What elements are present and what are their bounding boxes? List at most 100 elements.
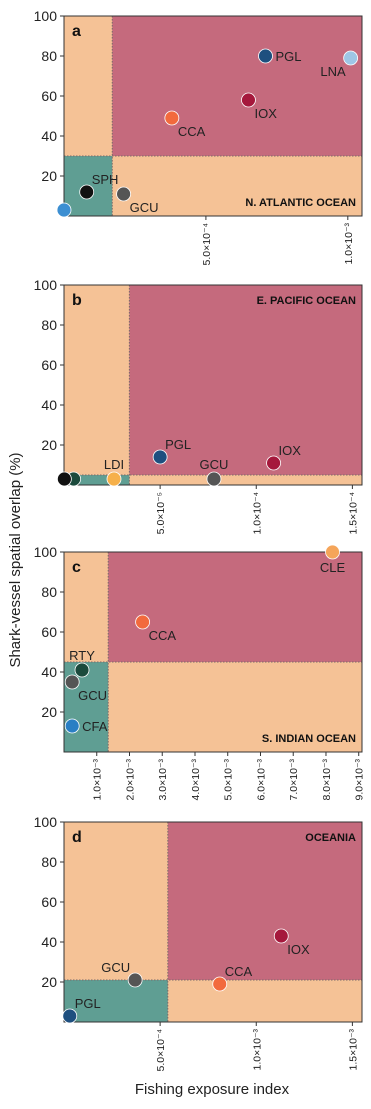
y-tick-label: 80	[41, 854, 57, 870]
y-tick-label: 80	[41, 584, 57, 600]
y-tick-label: 60	[41, 894, 57, 910]
x-tick-label: 5.0×10⁻⁴	[201, 223, 213, 265]
region-label: E. PACIFIC OCEAN	[257, 295, 356, 307]
x-tick-label: 1.5×10⁻⁴	[347, 492, 359, 534]
y-tick-label: 20	[41, 437, 57, 453]
point-label: CCA	[178, 124, 206, 139]
x-tick-label: 1.0×10⁻³	[92, 759, 104, 801]
region-label: N. ATLANTIC OCEAN	[245, 197, 356, 209]
data-point	[164, 110, 180, 126]
panel-letter: c	[72, 559, 81, 576]
data-point	[258, 48, 273, 64]
panel-d: 20 40 60 80 100 5.0×10⁻⁴ 1.0×10⁻³ 1.5×10⁻³ d OCEA…	[34, 814, 363, 1071]
y-tick-label: 100	[34, 544, 58, 560]
x-tick-label: 1.0×10⁻³	[251, 1029, 263, 1071]
y-tick-label: 60	[41, 88, 57, 104]
y-tick-label: 40	[41, 128, 57, 144]
panel-c: 20 40 60 80 100 1.0×10⁻³ 2.0×10⁻³ 3.0×10⁻³ 4.0×1…	[34, 544, 366, 800]
quadrant-low-low	[64, 475, 130, 485]
y-tick-label: 80	[41, 317, 57, 333]
x-tick-label: 7.0×10⁻³	[288, 759, 300, 801]
data-point	[74, 662, 90, 678]
x-tick-label: 1.0×10⁻³	[343, 223, 355, 265]
data-point	[343, 50, 359, 66]
y-tick-label: 40	[41, 664, 57, 680]
panel-letter: d	[72, 829, 82, 846]
y-tick-label: 100	[34, 277, 58, 293]
x-tick-label: 1.0×10⁻⁴	[251, 492, 263, 534]
y-tick-label: 60	[41, 357, 57, 373]
data-point	[212, 976, 228, 992]
y-tick-label: 60	[41, 624, 57, 640]
x-tick-label: 1.5×10⁻³	[347, 1029, 359, 1071]
y-axis-title: Shark-vessel spatial overlap (%)	[7, 452, 24, 667]
data-point	[116, 186, 131, 202]
plot-frame	[63, 821, 363, 1023]
point-label: GCU	[130, 200, 159, 215]
y-tick-label: 40	[41, 397, 57, 413]
point-label: GCU	[78, 688, 107, 703]
point-label: CCA	[225, 964, 253, 979]
point-label: IOX	[254, 106, 277, 121]
point-label: PGL	[165, 437, 191, 452]
x-tick-label: 5.0×10⁻⁵	[155, 492, 167, 534]
quadrant-high-high	[108, 552, 362, 662]
y-tick-label: 40	[41, 934, 57, 950]
data-point	[106, 471, 122, 487]
point-label: IOX	[287, 942, 310, 957]
data-point	[56, 202, 72, 218]
point-label: PGL	[276, 49, 302, 64]
panel-b: 20 40 60 80 100 5.0×10⁻⁵ 1.0×10⁻⁴ 1.5×10⁻⁴ b E. P…	[34, 277, 363, 534]
x-tick-label: 2.0×10⁻³	[124, 759, 136, 801]
y-tick-label: 20	[41, 168, 57, 184]
panel-a: 20 40 60 80 100 5.0×10⁻⁴ 1.0×10⁻³ a N. ATLANTIC …	[34, 8, 363, 265]
quadrant-high-high	[112, 16, 362, 156]
x-axis-title: Fishing exposure index	[135, 1081, 290, 1098]
point-label: CFA	[82, 719, 108, 734]
data-point	[241, 92, 256, 108]
region-label: OCEANIA	[305, 832, 356, 844]
panel-letter: b	[72, 292, 82, 309]
panel-letter: a	[72, 23, 81, 40]
quadrant-high-high	[129, 285, 362, 475]
y-tick-label: 20	[41, 974, 57, 990]
y-tick-label: 100	[34, 814, 58, 830]
plot-frame	[63, 15, 363, 217]
x-tick-label: 3.0×10⁻³	[157, 759, 169, 801]
point-label: GCU	[101, 960, 130, 975]
data-point	[127, 972, 143, 988]
data-point	[64, 674, 80, 690]
quadrant-high-high	[167, 822, 362, 980]
x-tick-label: 5.0×10⁻⁴	[155, 1029, 167, 1071]
data-point	[56, 471, 72, 487]
data-point	[273, 928, 289, 944]
data-point	[79, 184, 95, 200]
point-label: LNA	[320, 64, 346, 79]
point-label: IOX	[279, 443, 302, 458]
region-label: S. INDIAN OCEAN	[262, 733, 356, 745]
point-label: SPH	[92, 172, 119, 187]
data-point	[152, 449, 168, 465]
x-tick-label: 9.0×10⁻³	[354, 759, 366, 801]
point-label: CLE	[320, 560, 346, 575]
x-tick-label: 8.0×10⁻³	[321, 759, 333, 801]
point-label: RTY	[69, 648, 95, 663]
data-point	[64, 718, 80, 734]
x-tick-label: 6.0×10⁻³	[255, 759, 267, 801]
x-tick-label: 5.0×10⁻³	[223, 759, 235, 801]
data-point	[325, 544, 340, 560]
point-label: GCU	[200, 457, 229, 472]
quadrant-low-low	[64, 980, 168, 1022]
y-tick-label: 80	[41, 48, 57, 64]
data-point	[135, 614, 150, 630]
plot-frame	[63, 551, 363, 753]
point-label: CCA	[149, 628, 177, 643]
point-label: LDI	[104, 457, 124, 472]
data-point	[62, 1008, 78, 1024]
y-tick-label: 100	[34, 8, 58, 24]
point-label: PGL	[75, 996, 101, 1011]
y-tick-label: 20	[41, 704, 57, 720]
x-tick-label: 4.0×10⁻³	[190, 759, 202, 801]
